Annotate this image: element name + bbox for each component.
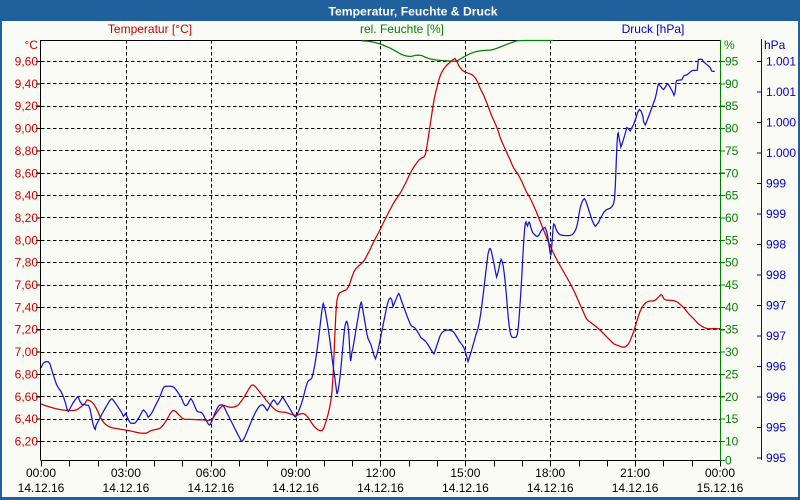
svg-text:6,80: 6,80 [15,367,39,381]
svg-text:1.000: 1.000 [766,146,796,160]
svg-text:14.12.16: 14.12.16 [357,481,404,495]
svg-text:1.001: 1.001 [766,55,796,69]
svg-text:Temperatur, Feuchte & Druck: Temperatur, Feuchte & Druck [328,5,497,19]
svg-text:Temperatur [°C]: Temperatur [°C] [108,22,192,36]
svg-text:%: % [724,38,735,52]
svg-text:995: 995 [766,451,786,465]
svg-text:1.000: 1.000 [766,116,796,130]
svg-text:999: 999 [766,177,786,191]
svg-text:7,00: 7,00 [15,345,39,359]
svg-text:12:00: 12:00 [365,466,395,480]
svg-text:10: 10 [725,435,739,449]
svg-text:9,20: 9,20 [15,99,39,113]
svg-text:1.001: 1.001 [766,85,796,99]
svg-text:996: 996 [766,390,786,404]
svg-text:6,60: 6,60 [15,390,39,404]
svg-text:18:00: 18:00 [535,466,565,480]
svg-text:50: 50 [725,256,739,270]
svg-text:999: 999 [766,207,786,221]
svg-text:15: 15 [725,412,739,426]
svg-text:997: 997 [766,329,786,343]
svg-text:03:00: 03:00 [111,466,141,480]
svg-text:7,20: 7,20 [15,323,39,337]
svg-text:09:00: 09:00 [281,466,311,480]
svg-text:7,80: 7,80 [15,256,39,270]
svg-text:14.12.16: 14.12.16 [612,481,659,495]
svg-text:70: 70 [725,166,739,180]
svg-text:65: 65 [725,189,739,203]
svg-text:55: 55 [725,233,739,247]
svg-text:15:00: 15:00 [450,466,480,480]
svg-text:9,00: 9,00 [15,122,39,136]
svg-text:30: 30 [725,345,739,359]
svg-text:95: 95 [725,55,739,69]
svg-text:00:00: 00:00 [705,466,735,480]
svg-text:20: 20 [725,390,739,404]
svg-text:8,20: 8,20 [15,211,39,225]
svg-text:998: 998 [766,268,786,282]
svg-text:8,40: 8,40 [15,189,39,203]
svg-text:hPa: hPa [764,38,786,52]
svg-text:996: 996 [766,360,786,374]
svg-text:8,80: 8,80 [15,144,39,158]
svg-text:06:00: 06:00 [196,466,226,480]
svg-text:6,20: 6,20 [15,435,39,449]
svg-text:7,40: 7,40 [15,300,39,314]
svg-text:997: 997 [766,299,786,313]
svg-text:7,60: 7,60 [15,278,39,292]
svg-text:15.12.16: 15.12.16 [697,481,744,495]
svg-text:60: 60 [725,211,739,225]
svg-text:14.12.16: 14.12.16 [442,481,489,495]
svg-text:40: 40 [725,300,739,314]
svg-text:9,60: 9,60 [15,55,39,69]
svg-text:8,60: 8,60 [15,166,39,180]
svg-text:14.12.16: 14.12.16 [527,481,574,495]
svg-text:8,00: 8,00 [15,233,39,247]
svg-text:14.12.16: 14.12.16 [187,481,234,495]
svg-text:25: 25 [725,367,739,381]
svg-text:80: 80 [725,122,739,136]
svg-text:0: 0 [725,454,732,468]
svg-text:°C: °C [25,38,39,52]
svg-text:21:00: 21:00 [620,466,650,480]
svg-text:14.12.16: 14.12.16 [272,481,319,495]
svg-text:rel. Feuchte [%]: rel. Feuchte [%] [360,22,444,36]
svg-text:Druck [hPa]: Druck [hPa] [622,22,685,36]
svg-text:85: 85 [725,99,739,113]
svg-text:6,40: 6,40 [15,412,39,426]
svg-text:998: 998 [766,238,786,252]
svg-text:995: 995 [766,421,786,435]
svg-text:90: 90 [725,77,739,91]
svg-text:9,40: 9,40 [15,77,39,91]
svg-text:14.12.16: 14.12.16 [103,481,150,495]
svg-text:14.12.16: 14.12.16 [18,481,65,495]
svg-text:35: 35 [725,323,739,337]
svg-text:75: 75 [725,144,739,158]
svg-text:00:00: 00:00 [26,466,56,480]
svg-text:45: 45 [725,278,739,292]
